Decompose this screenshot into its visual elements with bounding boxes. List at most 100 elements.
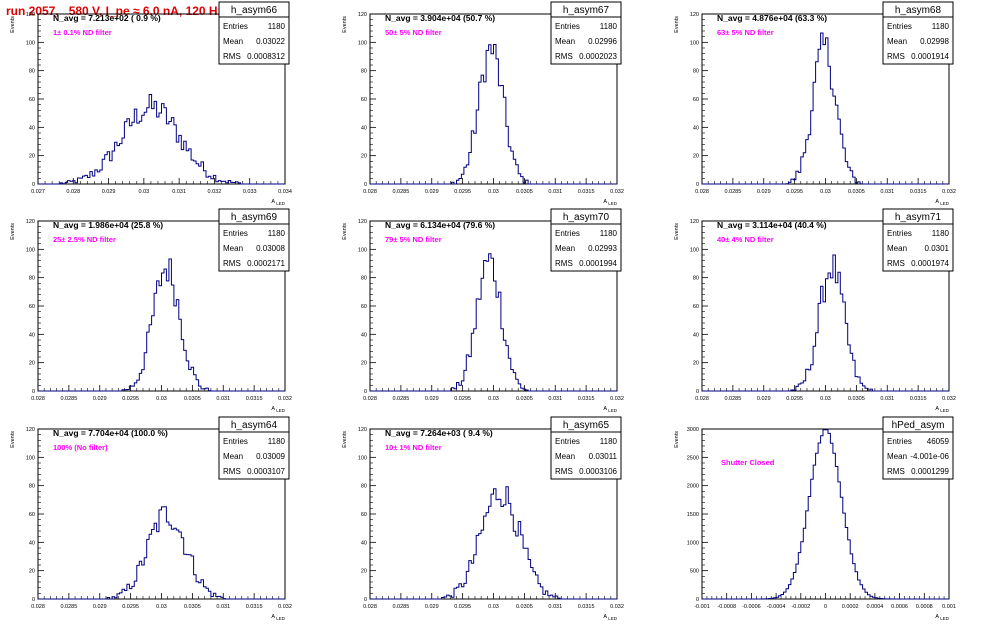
y-tick-label: 120 <box>26 219 35 225</box>
x-axis-label-sub: LED <box>275 408 286 413</box>
histogram-panel-h_asym71: 0 20 40 60 80 100 120 0.028 0.0285 0.029 0.0295 0.0… <box>674 208 956 413</box>
histogram-line <box>702 429 949 600</box>
y-tick-label: 0 <box>696 389 699 395</box>
x-tick-label: 0.028 <box>695 396 709 402</box>
y-tick-label: 0 <box>696 182 699 188</box>
histogram-panel-h_asym69: 0 20 40 60 80 100 120 0.028 0.0285 0.029 0.0295 0.0… <box>10 208 292 413</box>
stats-label: RMS <box>223 259 241 268</box>
y-tick-label: 60 <box>29 512 35 518</box>
x-tick-label: 0.028 <box>363 604 377 610</box>
x-tick-label: 0.03 <box>156 604 167 610</box>
x-tick-label: 0.0285 <box>60 604 77 610</box>
x-tick-label: 0.028 <box>66 189 80 195</box>
x-tick-label: 0.03 <box>820 396 831 402</box>
stats-label: Entries <box>223 22 248 31</box>
stats-label: RMS <box>555 52 573 61</box>
y-tick-label: 100 <box>26 455 35 461</box>
stats-value: 1180 <box>932 229 950 238</box>
x-tick-label: 0.0285 <box>392 189 409 195</box>
y-axis-label: Events <box>342 16 348 33</box>
y-tick-label: 120 <box>690 219 699 225</box>
navg-label: N_avg = 4.876e+04 (63.3 %) <box>717 13 827 23</box>
stats-value: 0.0002023 <box>579 52 617 61</box>
stats-label: Mean <box>555 37 575 46</box>
x-tick-label: 0.032 <box>942 396 956 402</box>
x-axis-label-main: A <box>603 614 607 620</box>
y-tick-label: 0 <box>32 389 35 395</box>
histogram-panel-h_asym66: 0 20 40 60 80 100 120 0.027 0.028 0.029 0.03 0.031 0… <box>10 1 292 206</box>
x-tick-label: 0.0008 <box>916 604 933 610</box>
x-tick-label: -0.001 <box>694 604 710 610</box>
y-tick-label: 60 <box>361 512 367 518</box>
stats-box <box>218 416 290 480</box>
x-axis-label: A LED <box>935 614 949 621</box>
x-tick-label: 0.03 <box>138 189 149 195</box>
y-tick-label: 60 <box>361 304 367 310</box>
y-tick-label: 60 <box>693 97 699 103</box>
stats-title: h_asym67 <box>563 5 610 16</box>
x-tick-label: 0.0295 <box>454 396 471 402</box>
y-tick-label: 0 <box>32 182 35 188</box>
stats-label: Mean <box>555 244 575 253</box>
stats-label: Mean <box>555 452 575 461</box>
stats-label: RMS <box>887 52 905 61</box>
navg-label: N_avg = 3.114e+04 (40.4 %) <box>717 220 827 230</box>
stats-value: -4.001e-06 <box>910 452 949 461</box>
x-tick-label: 0.032 <box>610 604 624 610</box>
navg-label: N_avg = 7.704e+04 (100.0 %) <box>53 428 168 438</box>
stats-box <box>218 208 290 272</box>
x-tick-label: 0.0305 <box>848 189 865 195</box>
x-tick-label: 0.029 <box>93 396 107 402</box>
x-axis-label-sub: LED <box>939 201 950 206</box>
y-tick-label: 20 <box>361 154 367 160</box>
y-tick-label: 80 <box>29 276 35 282</box>
stats-label: RMS <box>223 467 241 476</box>
stats-value: 1180 <box>268 437 286 446</box>
y-tick-label: 1500 <box>687 512 699 518</box>
x-tick-label: 0.029 <box>93 604 107 610</box>
histogram-line <box>38 94 285 185</box>
stats-title: h_asym68 <box>895 5 942 16</box>
x-axis-label: A LED <box>271 199 285 206</box>
x-tick-label: 0.0315 <box>578 396 595 402</box>
stats-title: hPed_asym <box>892 420 945 431</box>
x-tick-label: 0.028 <box>363 189 377 195</box>
x-tick-label: 0.0295 <box>786 396 803 402</box>
stats-label: Entries <box>887 229 912 238</box>
filter-label: 79± 5% ND filter <box>385 235 442 244</box>
x-tick-label: 0.028 <box>695 189 709 195</box>
stats-value: 0.03011 <box>589 452 618 461</box>
stats-label: RMS <box>887 259 905 268</box>
y-tick-label: 40 <box>693 332 699 338</box>
stats-value: 0.02996 <box>588 37 617 46</box>
x-tick-label: 0.0305 <box>516 189 533 195</box>
histogram-panel-h_asym67: 0 20 40 60 80 100 120 0.028 0.0285 0.029 0.0295 0.0… <box>342 1 624 206</box>
y-tick-label: 20 <box>693 361 699 367</box>
y-tick-label: 100 <box>26 40 35 46</box>
y-tick-label: 2000 <box>687 484 699 490</box>
stats-title: h_asym71 <box>895 212 942 223</box>
histogram-line <box>370 486 617 600</box>
x-tick-label: 0.0305 <box>516 604 533 610</box>
stats-value: 0.03022 <box>256 37 285 46</box>
x-tick-label: 0.03 <box>488 396 499 402</box>
x-tick-label: 0.032 <box>278 604 292 610</box>
y-tick-label: 40 <box>361 125 367 131</box>
y-tick-label: 500 <box>690 569 699 575</box>
histogram-line <box>38 258 285 392</box>
stats-title: h_asym69 <box>231 212 278 223</box>
x-tick-label: 0.03 <box>488 189 499 195</box>
filter-label: 100% (No filter) <box>53 443 108 452</box>
stats-label: Entries <box>223 437 248 446</box>
histogram-panel-h_asym70: 0 20 40 60 80 100 120 0.028 0.0285 0.029 0.0295 0.0… <box>342 208 624 413</box>
x-tick-label: 0.029 <box>757 189 771 195</box>
y-tick-label: 100 <box>358 455 367 461</box>
x-tick-label: 0.031 <box>216 396 230 402</box>
y-axis-label: Events <box>10 431 16 448</box>
navg-label: N_avg = 6.134e+04 (79.6 %) <box>385 220 495 230</box>
stats-title: h_asym64 <box>231 420 278 431</box>
x-axis-label: A LED <box>603 199 617 206</box>
x-axis-label-main: A <box>271 614 275 620</box>
x-tick-label: 0.0285 <box>392 396 409 402</box>
